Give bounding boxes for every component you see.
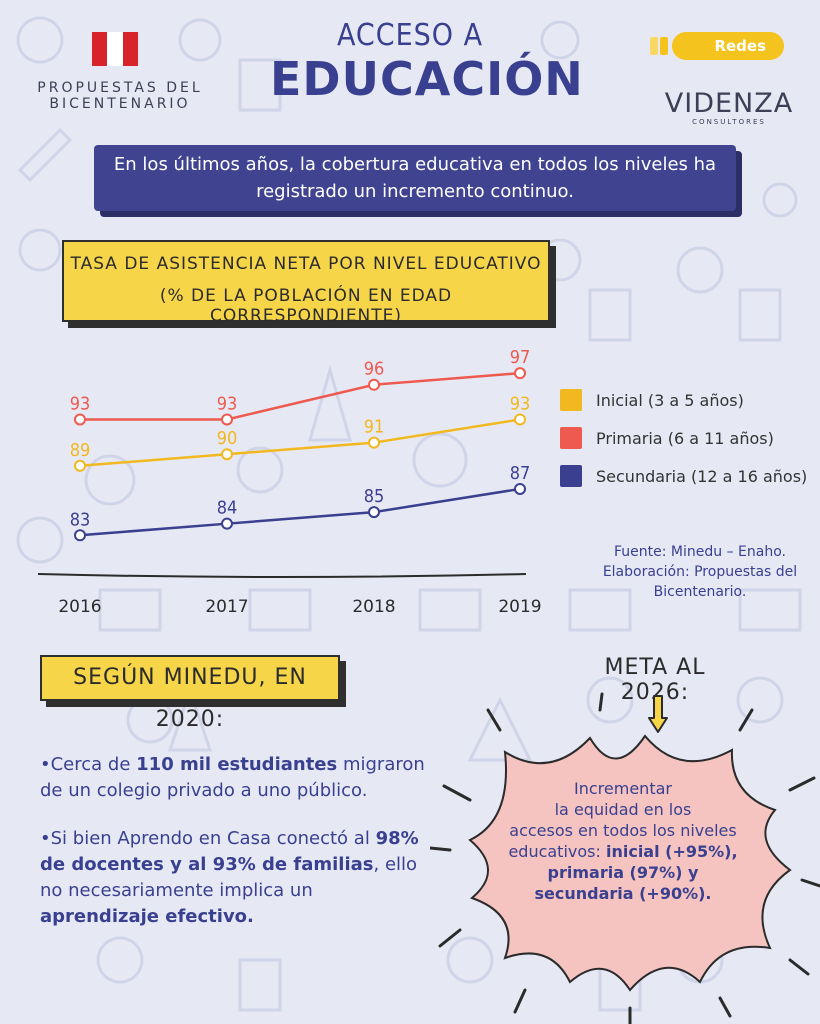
data-point-2-0 — [74, 529, 86, 542]
meta-description: Incrementar la equidad en los accesos en… — [488, 778, 758, 904]
chart-title: TASA DE ASISTENCIA NETA POR NIVEL EDUCAT… — [70, 254, 542, 274]
x-tick-label-2019: 2019 — [498, 597, 541, 617]
data-label-2-1: 84 — [217, 498, 238, 519]
brand-logo: PROPUESTAS DEL BICENTENARIO — [30, 80, 210, 112]
data-label-2-0: 83 — [70, 509, 91, 530]
bullet-2-prefix: •Si bien Aprendo en Casa conectó al — [40, 828, 376, 849]
x-tick-label-2016: 2016 — [58, 597, 101, 617]
bullet-2-mid: , ello no necesariamente implica un — [40, 854, 418, 901]
bullet-1-prefix: •Cerca de — [40, 754, 137, 775]
source-line-1: Fuente: Minedu – Enaho. — [614, 544, 786, 560]
meta-primaria-goal: primaria (97%) y — [488, 862, 758, 883]
data-label-1-2: 96 — [364, 359, 385, 380]
bullet-migration: •Cerca de 110 mil estudiantes migraron d… — [40, 752, 430, 804]
meta-line-4-prefix: educativos: — [508, 842, 606, 861]
meta-line-4: educativos: inicial (+95%), — [488, 841, 758, 862]
bullet-2-bold: 98% de docentes y al 93% de familias — [40, 828, 419, 875]
data-label-0-1: 90 — [217, 428, 238, 449]
data-point-1-1 — [221, 413, 233, 426]
legend-swatch-1 — [560, 427, 582, 449]
meta-line-3: accesos en todos los niveles — [509, 821, 737, 840]
data-point-1-0 — [74, 413, 86, 426]
page-title: EDUCACIÓN — [270, 52, 584, 106]
page-title-top: ACCESO A — [336, 18, 484, 53]
chart-title-box: TASA DE ASISTENCIA NETA POR NIVEL EDUCAT… — [62, 240, 550, 326]
legend-item-2: Secundaria (12 a 16 años) — [560, 464, 807, 488]
x-tick-label-2018: 2018 — [352, 597, 395, 617]
legend-label-2: Secundaria (12 a 16 años) — [596, 466, 808, 486]
bullet-aprendo-en-casa: •Si bien Aprendo en Casa conectó al 98% … — [40, 826, 430, 930]
data-point-0-1 — [221, 448, 233, 461]
data-point-0-0 — [74, 459, 86, 472]
data-point-2-2 — [368, 506, 380, 519]
data-point-0-2 — [368, 436, 380, 449]
meta-secundaria-bold: secundaria (+90%). — [534, 884, 712, 903]
meta-line-2: la equidad en los — [554, 800, 692, 819]
meta-primaria-bold: primaria (97%) y — [547, 863, 699, 882]
line-chart: 2016 2017 2018 2019 89 90 91 93 93 93 96 97 83 84 85 87 — [37, 347, 542, 617]
data-label-1-3: 97 — [510, 347, 531, 368]
legend-swatch-0 — [560, 389, 582, 411]
legend-item-1: Primaria (6 a 11 años) — [560, 426, 774, 450]
data-label-1-1: 93 — [217, 393, 238, 414]
data-label-2-3: 87 — [510, 463, 531, 484]
legend-label-0: Inicial (3 a 5 años) — [596, 390, 744, 410]
bullet-2-bold-2: aprendizaje efectivo. — [40, 906, 254, 927]
data-point-2-1 — [221, 517, 233, 530]
data-point-1-3 — [514, 367, 526, 380]
bullet-1-bold: 110 mil estudiantes — [136, 754, 338, 775]
partner-logo: VIDENZA — [664, 88, 794, 119]
meta-inicial-goal: inicial (+95%), — [605, 842, 738, 861]
intro-banner: En los últimos años, la cobertura educat… — [94, 145, 736, 211]
meta-secundaria-goal: secundaria (+90%). — [488, 883, 758, 904]
data-label-0-0: 89 — [70, 440, 91, 461]
data-label-0-2: 91 — [364, 417, 385, 438]
meta-line-1: Incrementar — [574, 779, 672, 798]
minedu-title: SEGÚN MINEDU, EN 2020: — [40, 655, 340, 732]
source-line-3: Bicentenario. — [653, 584, 747, 600]
x-tick-label-2017: 2017 — [205, 597, 248, 617]
partner-logo-subtitle: CONSULTORES — [692, 118, 766, 126]
series-line-2 — [79, 487, 521, 537]
data-point-2-3 — [514, 482, 526, 495]
data-label-1-0: 93 — [70, 393, 91, 414]
data-point-0-3 — [514, 413, 526, 426]
chart-subtitle: (% DE LA POBLACIÓN EN EDAD CORRESPONDIEN… — [159, 286, 453, 326]
redes-badge: Redes — [660, 32, 784, 60]
brand-line-2: BICENTENARIO — [49, 96, 191, 112]
peru-flag-icon — [92, 32, 138, 66]
legend-item-0: Inicial (3 a 5 años) — [560, 388, 744, 412]
meta-burst-shape — [430, 692, 820, 1024]
brand-line-1: PROPUESTAS DEL — [37, 80, 203, 96]
data-point-1-2 — [368, 378, 380, 391]
data-label-2-2: 85 — [364, 486, 385, 507]
x-axis — [37, 573, 527, 578]
legend-swatch-2 — [560, 465, 582, 487]
chart-source: Fuente: Minedu – Enaho. Elaboración: Pro… — [590, 542, 810, 602]
series-line-1 — [80, 371, 521, 421]
series-line-0 — [79, 418, 521, 468]
source-line-2: Elaboración: Propuestas del — [602, 564, 798, 580]
bullet-1-rest: migraron de un colegio privado a uno púb… — [40, 754, 425, 801]
legend-label-1: Primaria (6 a 11 años) — [596, 428, 774, 448]
data-label-0-3: 93 — [510, 393, 531, 414]
arrow-down-icon — [648, 695, 668, 733]
